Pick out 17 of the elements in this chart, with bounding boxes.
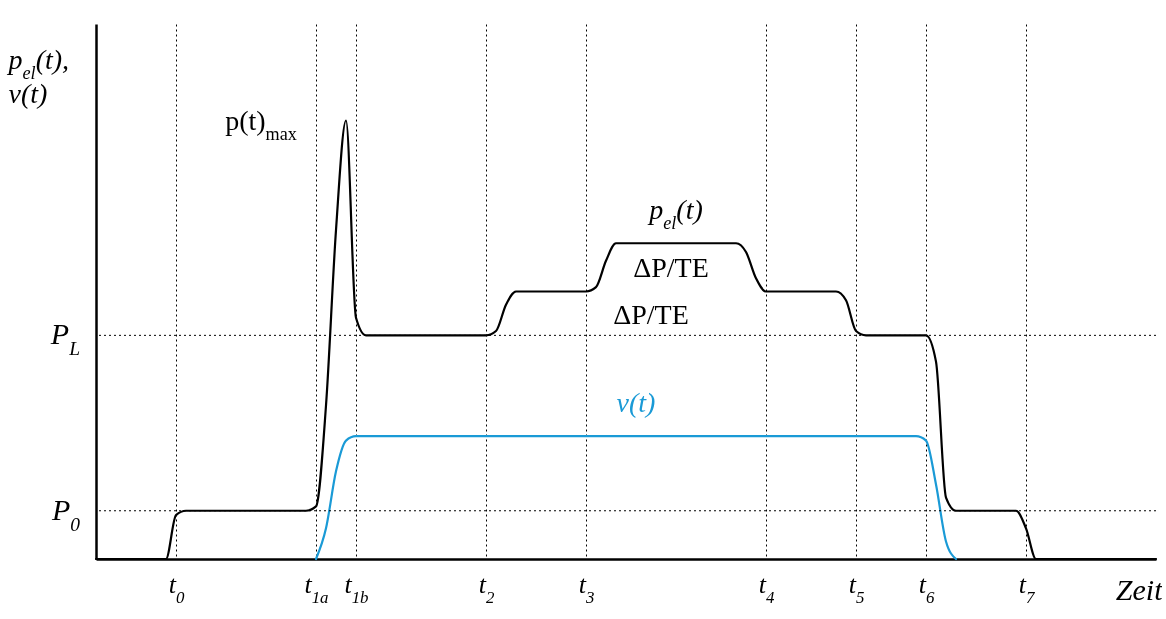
x-tick-label: t$_{3}$ [578,569,595,606]
x-tick-label: t$_{0}$ [168,569,185,606]
x-tick-label: t$_{1b}$ [344,569,369,606]
ref-line-label: P$_{0}$ [50,492,81,535]
annotation: p(t)$_{max}$ [225,105,297,144]
y-axis-title: p$_{el}$(t), v(t) [6,43,70,109]
annotation: ΔP/TE [613,299,689,330]
annotation: ΔP/TE [633,252,709,283]
x-tick-label: t$_{1a}$ [304,569,329,606]
x-tick-label: t$_{7}$ [1018,569,1036,606]
x-tick-label: t$_{6}$ [918,569,935,606]
x-tick-label: t$_{2}$ [478,569,495,606]
ref-line-label: P$_{L}$ [49,317,80,359]
series-label: p$_{el}$(t) [647,194,703,234]
x-tick-label: t$_{5}$ [848,569,865,606]
series-label: v(t) [616,387,656,419]
x-tick-label: t$_{4}$ [758,569,775,606]
